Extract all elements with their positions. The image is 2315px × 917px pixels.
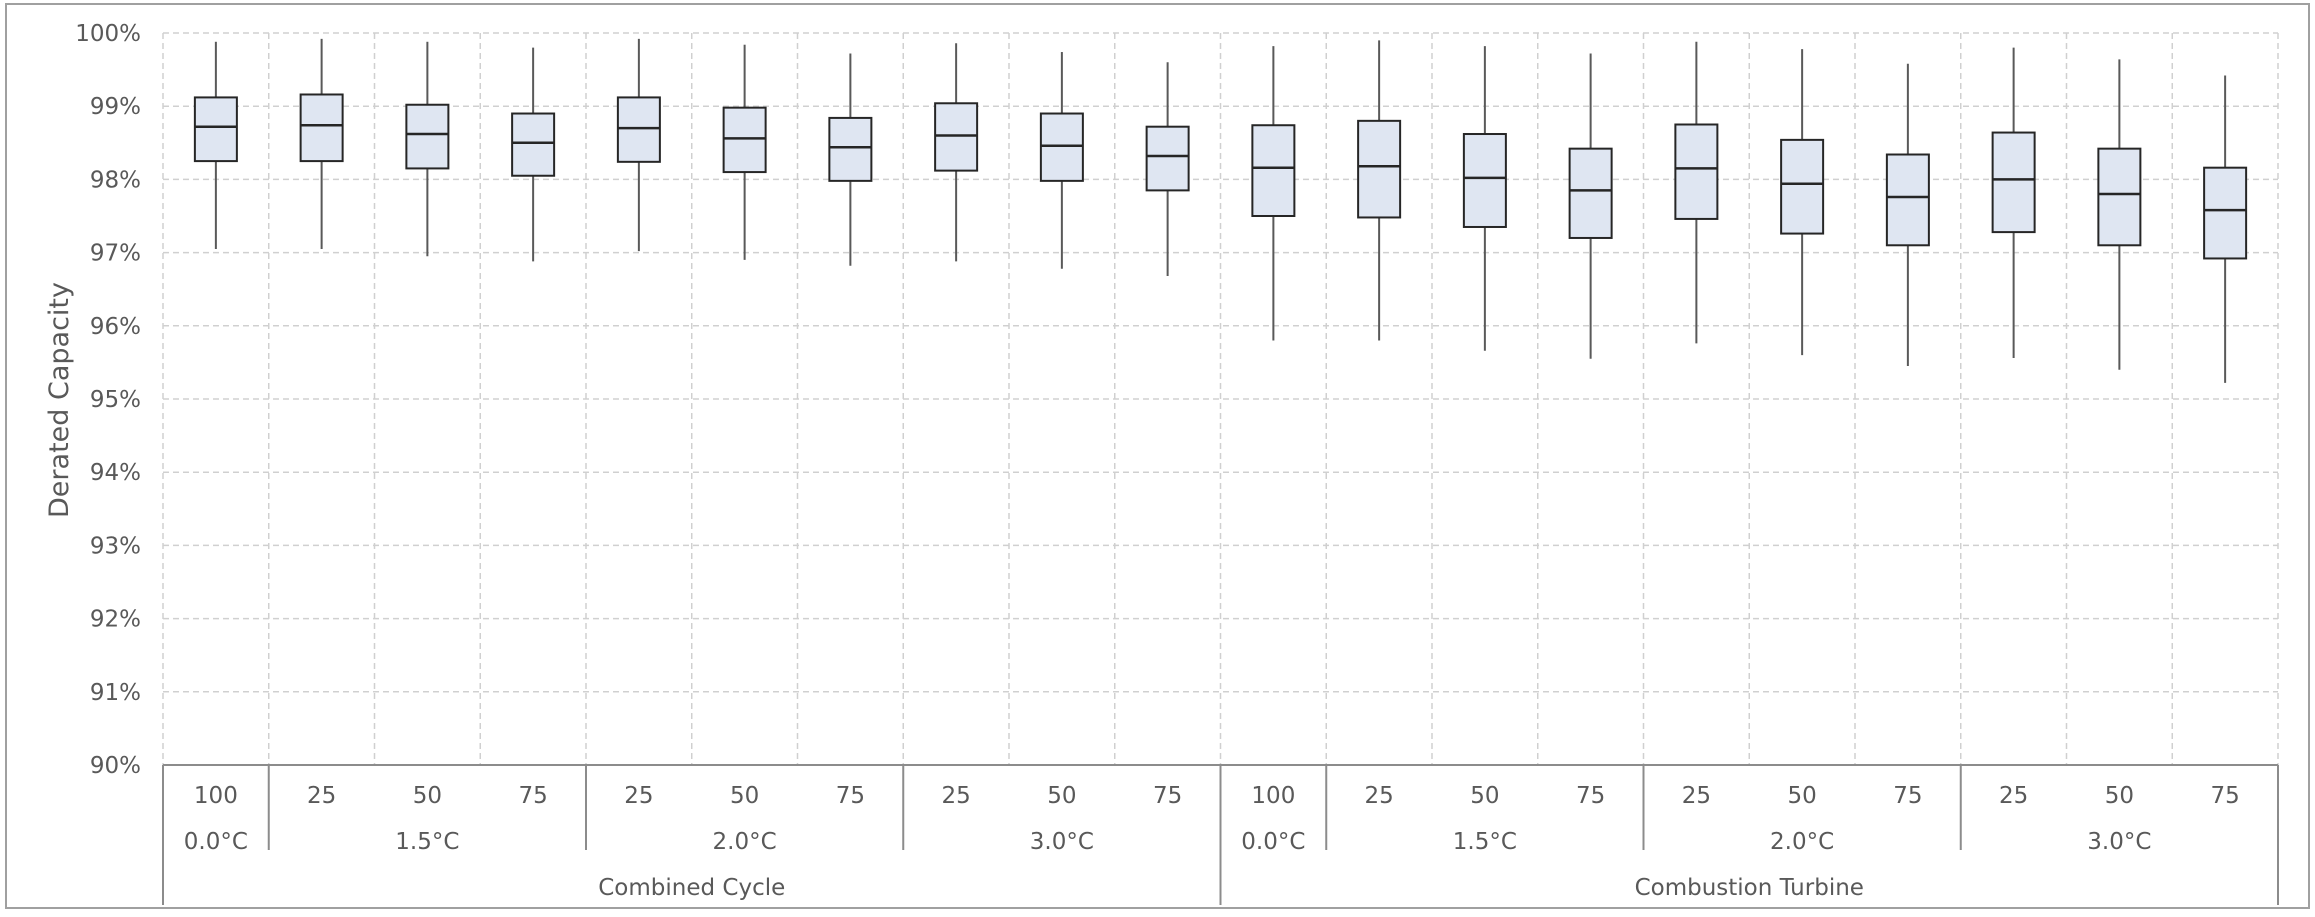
box-iqr (828, 116, 873, 182)
box-label: 50 (1470, 783, 1499, 809)
box-iqr (1145, 125, 1190, 192)
scenario-label: 1.5°C (395, 829, 459, 855)
scenario-label: 3.0°C (2087, 829, 2151, 855)
box-item (828, 53, 873, 266)
box-label: 50 (730, 783, 759, 809)
box-item (934, 43, 979, 262)
y-tick-label: 99% (90, 94, 141, 120)
box-iqr (1674, 123, 1719, 220)
box-item (511, 47, 556, 262)
y-tick-label: 94% (90, 460, 141, 486)
box-item (1145, 62, 1190, 277)
box-iqr (1885, 153, 1930, 247)
group-label: Combustion Turbine (1635, 875, 1864, 901)
y-tick-label: 90% (90, 753, 141, 779)
box-label: 25 (624, 783, 653, 809)
box-item (405, 41, 450, 257)
y-tick-label: 92% (90, 607, 141, 633)
scenario-label: 0.0°C (184, 829, 248, 855)
y-tick-label: 91% (90, 680, 141, 706)
box-iqr (1039, 112, 1084, 182)
box-iqr (934, 102, 979, 172)
box-item (1885, 63, 1930, 367)
box-iqr (2097, 147, 2142, 247)
y-axis-title: Derated Capacity (44, 282, 75, 518)
box-label: 25 (1682, 783, 1711, 809)
box-label: 100 (194, 783, 238, 809)
group-label: Combined Cycle (598, 875, 785, 901)
box-iqr (405, 103, 450, 170)
box-iqr (1568, 147, 1613, 239)
box-item (1568, 53, 1613, 359)
box-label: 50 (1787, 783, 1816, 809)
box-item (299, 38, 344, 249)
box-item (1780, 49, 1825, 356)
box-item (2097, 59, 2142, 370)
y-tick-labels: 90% 91% 92% 93% 94% 95% 96% 97% 98% 99% 100% (75, 21, 141, 779)
box-item (1991, 47, 2036, 359)
scenario-label: 2.0°C (1770, 829, 1834, 855)
box-layer (193, 38, 2248, 383)
box-label: 75 (1576, 783, 1605, 809)
box-item (1674, 41, 1719, 344)
y-tick-label: 95% (90, 387, 141, 413)
box-label: 75 (2210, 783, 2239, 809)
box-label: 50 (1047, 783, 1076, 809)
box-label: 25 (307, 783, 336, 809)
box-iqr (1991, 131, 2036, 234)
box-item (2203, 75, 2248, 383)
box-iqr (1780, 138, 1825, 235)
box-label: 25 (941, 783, 970, 809)
box-item (193, 41, 238, 249)
box-item (1039, 52, 1084, 269)
box-label: 100 (1251, 783, 1295, 809)
box-label: 75 (836, 783, 865, 809)
y-tick-label: 98% (90, 167, 141, 193)
box-iqr (616, 96, 661, 163)
scenario-label: 3.0°C (1030, 829, 1094, 855)
box-item (1357, 40, 1402, 341)
y-tick-label: 97% (90, 241, 141, 267)
box-iqr (193, 96, 238, 163)
y-tick-label: 93% (90, 533, 141, 559)
box-iqr (1462, 133, 1507, 228)
box-iqr (1251, 124, 1296, 217)
box-label: 75 (1153, 783, 1182, 809)
scenario-label: 0.0°C (1241, 829, 1305, 855)
box-label: 25 (1999, 783, 2028, 809)
box-label: 50 (413, 783, 442, 809)
box-item (722, 44, 767, 260)
box-label: 50 (2105, 783, 2134, 809)
box-label: 75 (1893, 783, 1922, 809)
box-label: 25 (1364, 783, 1393, 809)
box-iqr (2203, 166, 2248, 260)
box-item (1251, 46, 1296, 341)
scenario-label: 2.0°C (713, 829, 777, 855)
y-tick-label: 96% (90, 314, 141, 340)
box-item (616, 38, 661, 252)
box-label: 75 (518, 783, 547, 809)
box-iqr (511, 112, 556, 177)
box-iqr (299, 93, 344, 163)
scenario-label: 1.5°C (1453, 829, 1517, 855)
box-iqr (722, 106, 767, 174)
box-iqr (1357, 119, 1402, 219)
y-tick-label: 100% (75, 21, 141, 47)
x-axis-layer: 100 25 50 75 25 50 75 25 50 75 100 25 50 75 25 50 75 25 50… (162, 764, 2279, 905)
box-item (1462, 46, 1507, 351)
